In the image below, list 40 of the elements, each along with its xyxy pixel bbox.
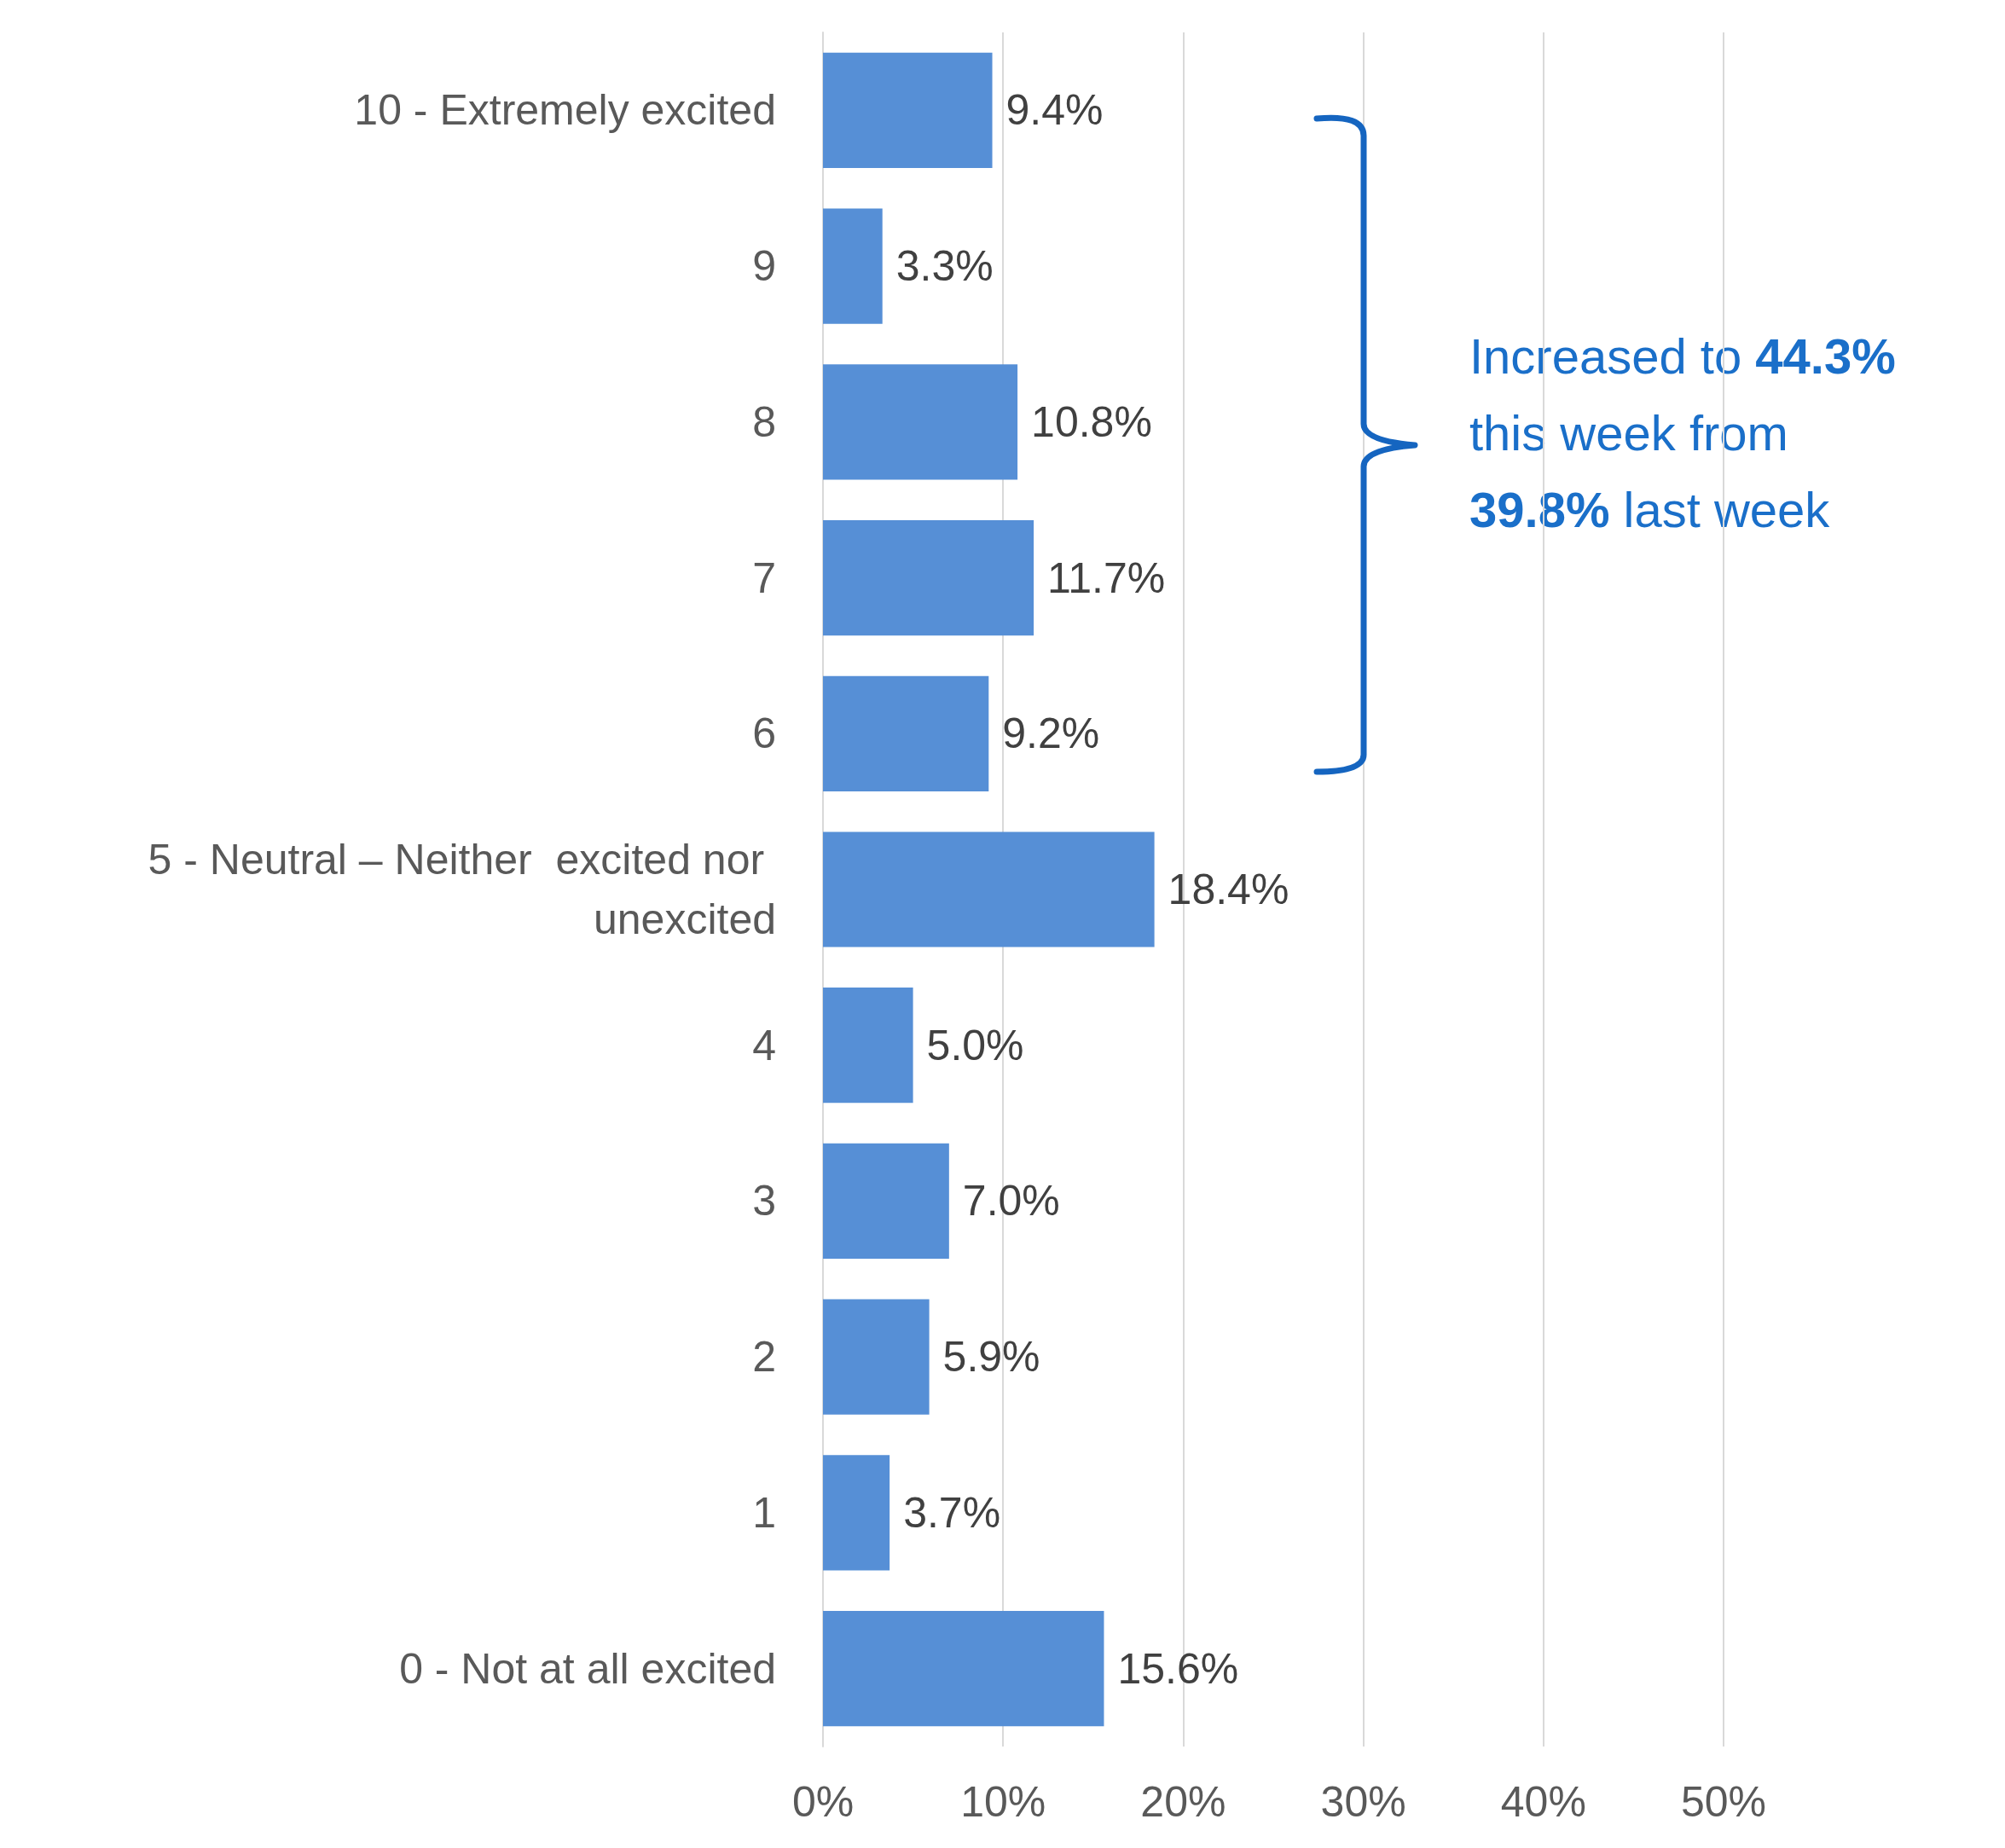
annotation: Increased to 44.3% this week from 39.8% last week (1469, 327, 1896, 537)
bar (823, 208, 883, 324)
data-label: 10.8% (1031, 397, 1152, 446)
bar (823, 675, 989, 791)
data-label: 3.3% (895, 242, 994, 291)
bar (823, 1299, 930, 1415)
y-tick-label: 9 (752, 242, 776, 291)
y-tick-label: 0 - Not at all excited (399, 1644, 776, 1693)
data-label: 9.4% (1005, 86, 1104, 135)
x-tick-label: 0% (791, 1778, 855, 1826)
bar (823, 364, 1018, 480)
y-tick-label: 5 - Neutral – Neither excited nor unexcited (148, 836, 776, 943)
x-tick-label: 10% (960, 1778, 1046, 1826)
data-label: 9.2% (1002, 710, 1100, 758)
y-tick-label: 7 (752, 553, 776, 602)
bar (823, 831, 1155, 947)
x-tick-label: 20% (1140, 1778, 1226, 1826)
y-tick-label: 10 - Extremely excited (354, 86, 776, 135)
data-label: 3.7% (903, 1488, 1001, 1537)
y-tick-label: 2 (752, 1333, 776, 1382)
data-label: 15.6% (1117, 1644, 1239, 1693)
data-label: 5.0% (926, 1021, 1024, 1069)
data-label: 11.7% (1047, 553, 1166, 602)
bar (823, 1611, 1104, 1727)
y-tick-label: 8 (752, 397, 776, 446)
data-label: 18.4% (1168, 866, 1289, 913)
y-tick-label: 4 (752, 1021, 776, 1069)
bar (823, 988, 913, 1104)
data-label: 7.0% (962, 1177, 1060, 1225)
bar (823, 52, 993, 168)
bar (823, 1143, 949, 1260)
y-tick-label: 1 (752, 1488, 776, 1537)
data-label: 5.9% (942, 1333, 1040, 1382)
y-tick-label: 6 (752, 710, 776, 758)
bar (823, 519, 1034, 636)
x-tick-label: 40% (1500, 1778, 1586, 1826)
x-tick-label: 50% (1680, 1778, 1767, 1826)
y-tick-label: 3 (752, 1177, 776, 1225)
bar (823, 1455, 890, 1571)
x-tick-label: 30% (1320, 1778, 1406, 1826)
